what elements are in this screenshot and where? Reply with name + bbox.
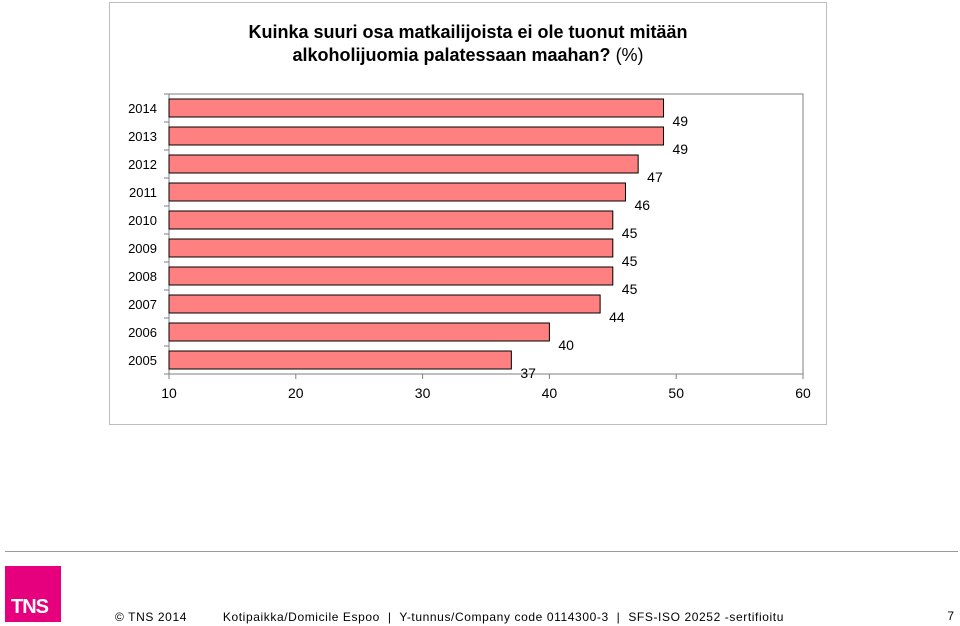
bar-2005: [168, 350, 512, 370]
footer-copyright: © TNS 2014: [115, 610, 187, 624]
tns-logo-text: TNS: [11, 596, 49, 618]
data-label-2014: 49: [673, 113, 689, 129]
category-label-2012: 2012: [128, 157, 157, 172]
category-label-2007: 2007: [128, 297, 157, 312]
bar-2009: [168, 238, 614, 258]
bar-2008: [168, 266, 614, 286]
x-tick-label-60: 60: [795, 385, 811, 401]
category-label-2006: 2006: [128, 325, 157, 340]
x-tick-label-20: 20: [288, 385, 304, 401]
data-label-2012: 47: [647, 169, 663, 185]
chart-title-unit: (%): [615, 45, 644, 65]
bar-2007: [168, 294, 601, 314]
footer-separator: |: [616, 610, 621, 624]
page-number: 7: [947, 609, 954, 623]
chart-title-text-1: Kuinka suuri osa matkailijoista ei ole t…: [248, 22, 688, 42]
data-label-2006: 40: [558, 337, 574, 353]
x-tick-label-50: 50: [668, 385, 684, 401]
bar-2012: [168, 154, 639, 174]
category-label-2009: 2009: [128, 241, 157, 256]
bar-2006: [168, 322, 550, 342]
bar-chart: 2014492013492012472011462010452009452008…: [128, 93, 811, 401]
bar-2010: [168, 210, 614, 230]
footer-text: © TNS 2014 Kotipaikka/Domicile Espoo | Y…: [115, 610, 784, 624]
footer-address: Kotipaikka/Domicile Espoo: [222, 610, 380, 624]
chart-title-line-2: alkoholijuomia palatessaan maahan? (%): [109, 44, 827, 66]
footer-certification: SFS-ISO 20252 -sertifioitu: [628, 610, 784, 624]
category-label-2011: 2011: [129, 185, 157, 200]
data-label-2010: 45: [622, 225, 638, 241]
data-label-2013: 49: [673, 141, 689, 157]
tns-logo: TNS: [5, 566, 61, 622]
data-label-2008: 45: [622, 281, 638, 297]
x-tick-label-40: 40: [542, 385, 558, 401]
data-label-2009: 45: [622, 253, 638, 269]
category-label-2005: 2005: [128, 353, 157, 368]
chart-title-text-2: alkoholijuomia palatessaan maahan?: [292, 45, 611, 65]
bar-2011: [168, 182, 626, 202]
x-tick-label-30: 30: [415, 385, 431, 401]
category-label-2008: 2008: [128, 269, 157, 284]
x-tick-label-10: 10: [161, 385, 177, 401]
category-label-2010: 2010: [128, 213, 157, 228]
chart-title-line-1: Kuinka suuri osa matkailijoista ei ole t…: [109, 21, 827, 43]
bar-2014: [168, 98, 665, 118]
footer-company-code: Y-tunnus/Company code 0114300-3: [399, 610, 609, 624]
category-label-2013: 2013: [128, 129, 157, 144]
data-label-2011: 46: [634, 197, 650, 213]
data-label-2007: 44: [609, 309, 625, 325]
footer-divider: [5, 551, 958, 552]
bar-2013: [168, 126, 665, 146]
category-label-2014: 2014: [128, 101, 157, 116]
footer-separator: |: [387, 610, 392, 624]
data-label-2005: 37: [520, 365, 536, 381]
